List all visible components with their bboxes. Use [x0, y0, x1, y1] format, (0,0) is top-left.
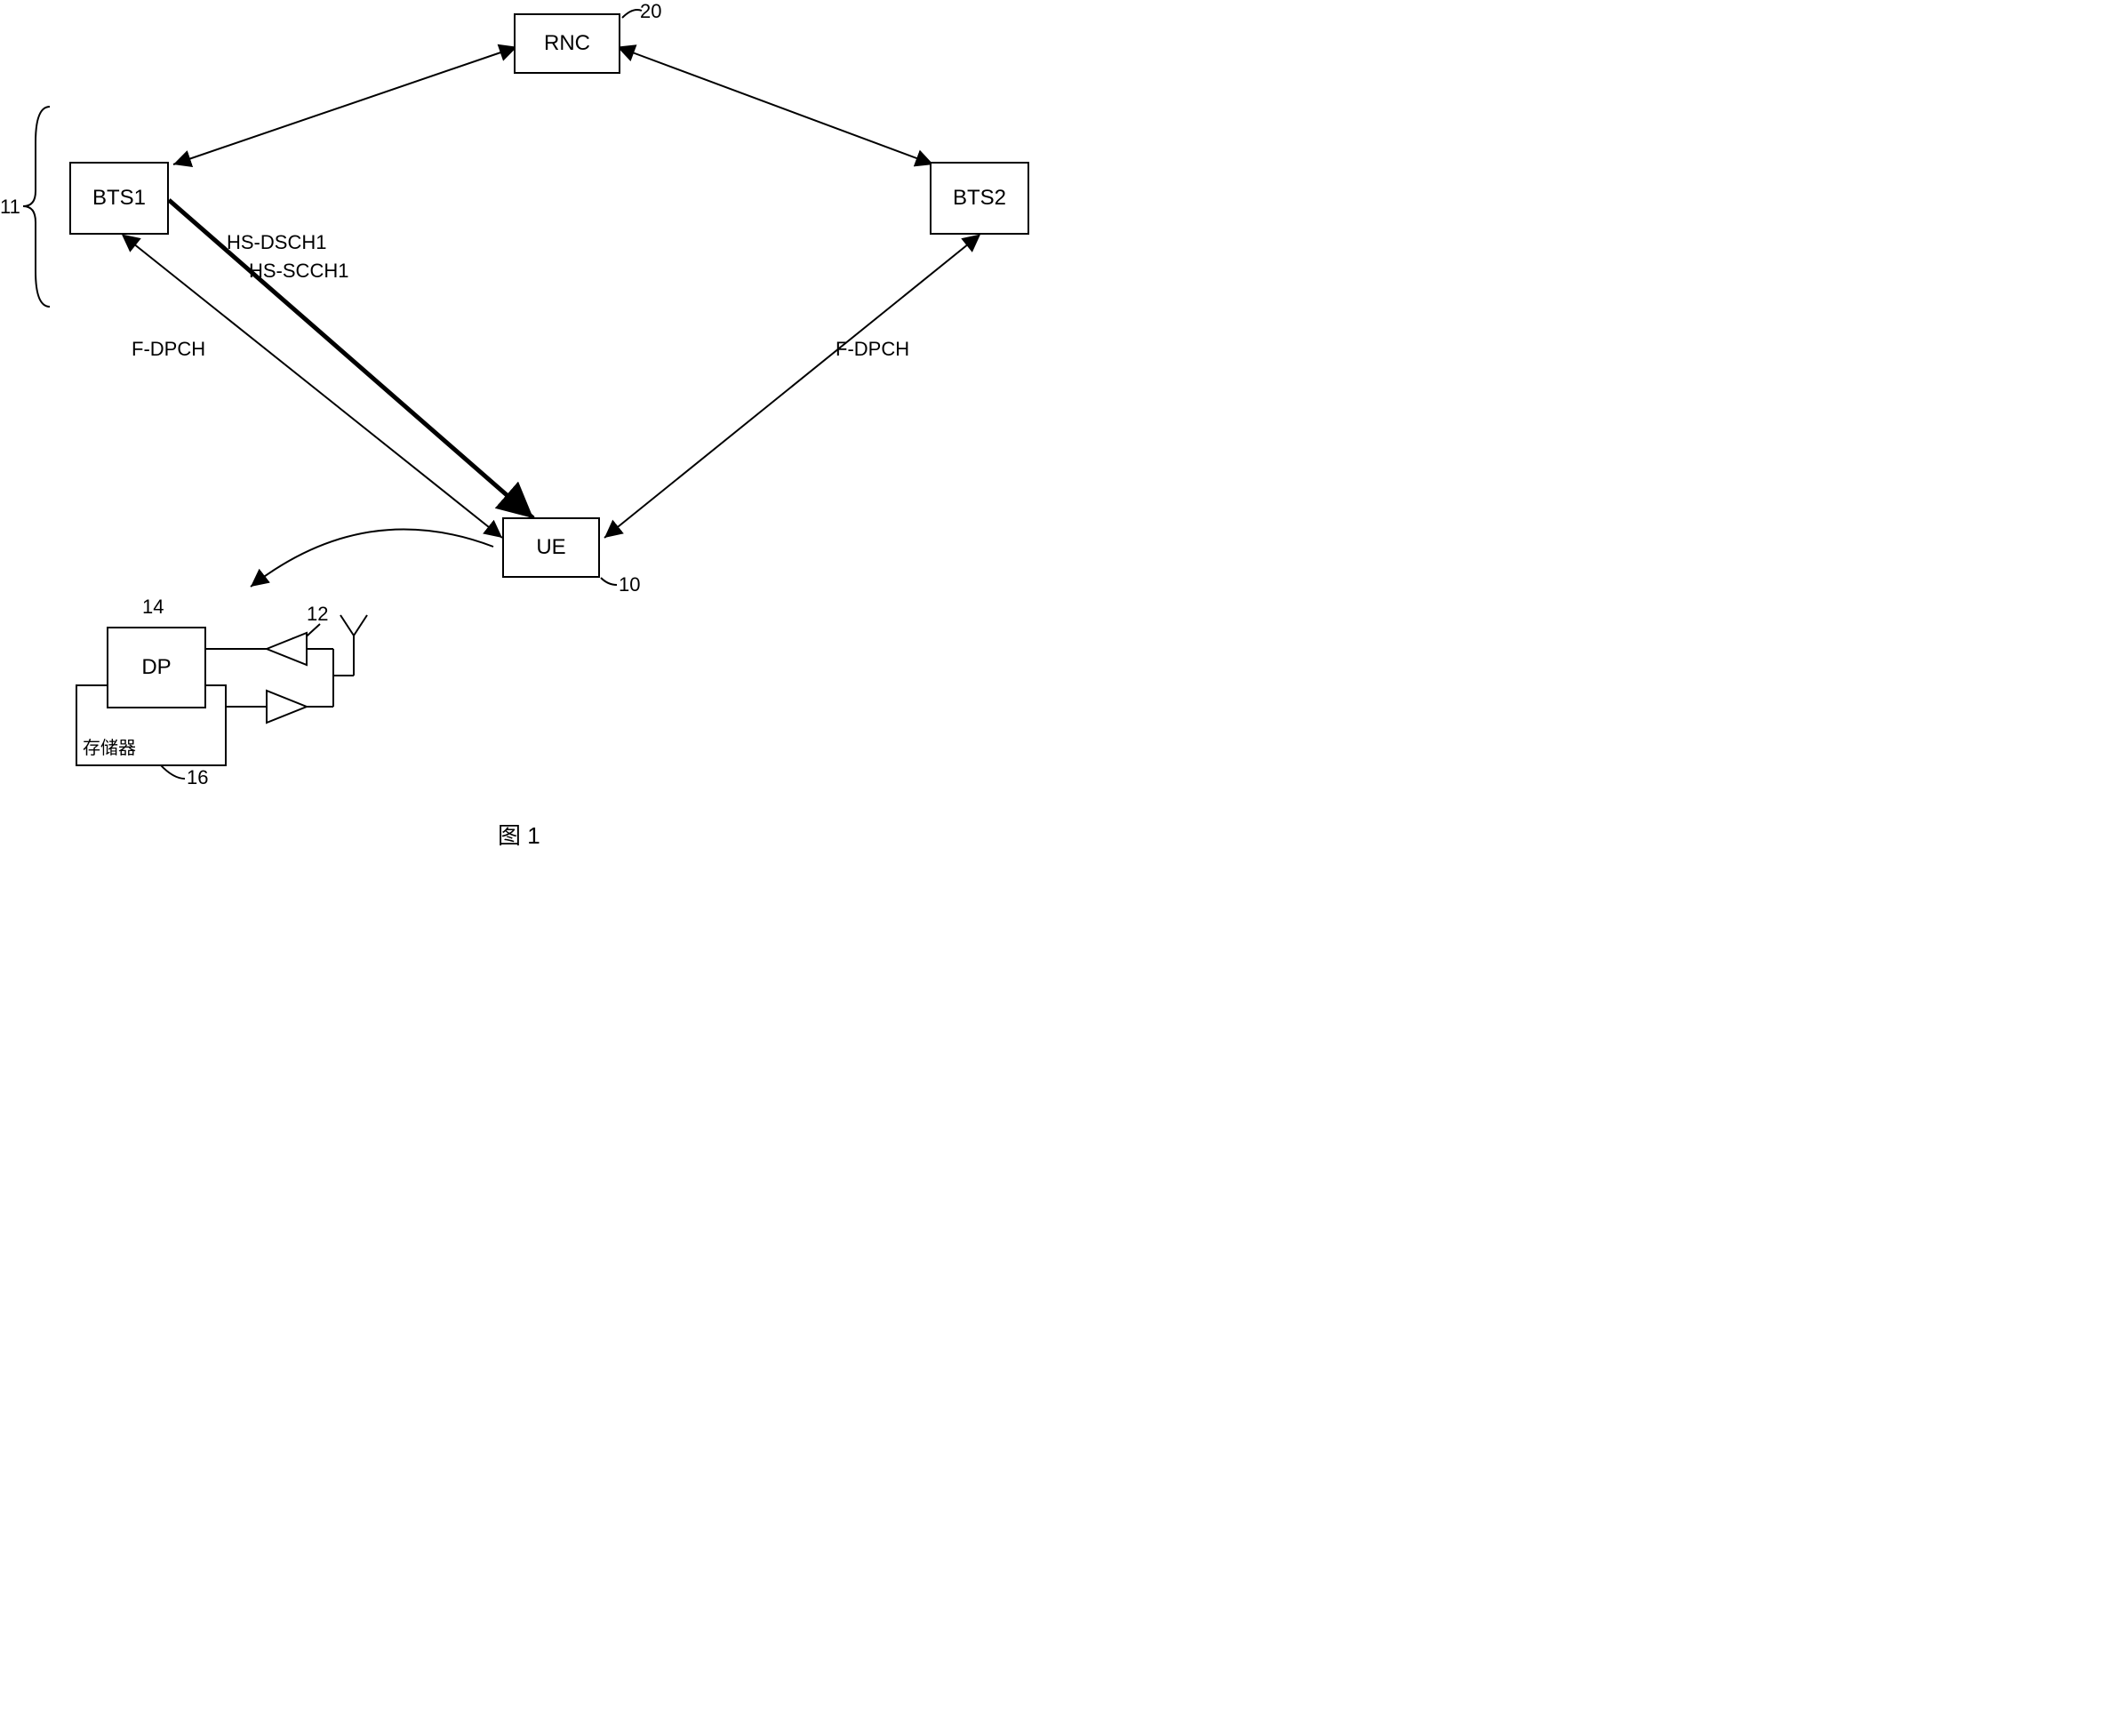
diagram-container: 存储器 RNC BTS1 BTS2 UE DP HS-DSCH1 HS-SCCH… [0, 0, 1052, 868]
ref-12: 12 [307, 603, 328, 626]
figure-caption: 图 1 [498, 818, 540, 851]
bts1-label: BTS1 [92, 186, 146, 211]
rnc-node: RNC [514, 13, 620, 74]
fdpch-left-label: F-DPCH [132, 338, 205, 361]
dp-label: DP [141, 655, 171, 680]
ue-node: UE [502, 517, 600, 578]
bts2-node: BTS2 [930, 162, 1029, 235]
bts1-node: BTS1 [69, 162, 169, 235]
ref-20: 20 [640, 0, 661, 23]
bts2-label: BTS2 [953, 186, 1006, 211]
hs-dsch-label: HS-DSCH1 [227, 231, 326, 254]
rnc-label: RNC [544, 31, 590, 56]
memory-label: 存储器 [83, 733, 136, 759]
ue-label: UE [536, 535, 565, 560]
hs-scch-label: HS-SCCH1 [249, 260, 348, 283]
dp-node: DP [107, 627, 206, 708]
fdpch-right-label: F-DPCH [836, 338, 909, 361]
ref-14: 14 [142, 596, 164, 619]
ref-11: 11 [0, 196, 20, 219]
ref-16: 16 [187, 766, 208, 789]
ref-10: 10 [619, 573, 640, 596]
